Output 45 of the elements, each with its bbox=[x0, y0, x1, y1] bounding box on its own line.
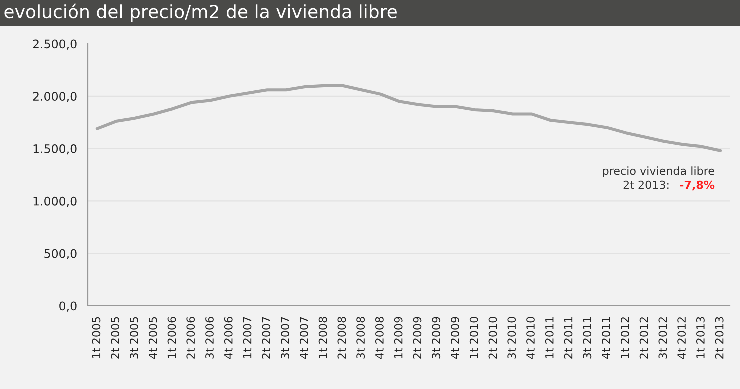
x-tick-label: 3t 2009 bbox=[432, 317, 441, 359]
x-tick-label: 3t 2012 bbox=[658, 318, 668, 359]
x-tick-label: 1t 2010 bbox=[470, 317, 478, 358]
x-tick-label: 4t 2009 bbox=[451, 317, 460, 360]
x-tick-label: 1t 2011 bbox=[545, 317, 554, 358]
x-tick-label: 2t 2012 bbox=[640, 318, 648, 359]
x-tick-label: 4t 2008 bbox=[375, 317, 384, 360]
y-tick-label: 2.000,0 bbox=[33, 92, 77, 102]
x-tick-label: 1t 2006 bbox=[168, 317, 176, 358]
x-tick-label: 2t 2011 bbox=[564, 317, 573, 359]
x-tick-label: 4t 2011 bbox=[602, 317, 610, 360]
x-tick-label: 2t 2008 bbox=[338, 317, 346, 359]
x-tick-label: 1t 2005 bbox=[92, 317, 101, 358]
annotation: precio vivienda libre bbox=[603, 166, 714, 178]
x-tick-label: 3t 2007 bbox=[281, 317, 290, 359]
x-tick-label: 3t 2008 bbox=[356, 317, 366, 359]
x-tick-label: 4t 2005 bbox=[148, 317, 158, 360]
line-series bbox=[96, 84, 722, 152]
x-tick-label: 2t 2007 bbox=[262, 317, 271, 359]
y-tick-label: 2.500,0 bbox=[33, 40, 77, 50]
x-tick-label: 1t 2007 bbox=[243, 317, 252, 358]
x-tick-label: 4t 2012 bbox=[678, 318, 686, 360]
annotation: -7,8% bbox=[680, 180, 715, 191]
x-tick-label: 2t 2006 bbox=[186, 317, 196, 359]
y-tick-label: 1.000,0 bbox=[34, 196, 77, 208]
x-tick-label: 4t 2007 bbox=[300, 317, 308, 360]
x-tick-label: 1t 2013 bbox=[696, 317, 705, 358]
x-tick-label: 2t 2005 bbox=[111, 317, 120, 359]
y-tick-label: 1.500,0 bbox=[34, 144, 77, 155]
y-tick-label: 500,0 bbox=[44, 249, 77, 260]
x-tick-label: 2t 2009 bbox=[413, 317, 422, 359]
chart-title: evolución del precio/m2 de la vivienda libre bbox=[4, 4, 397, 22]
y-tick-label: 0,0 bbox=[60, 302, 77, 312]
x-tick-label: 4t 2010 bbox=[526, 317, 535, 360]
x-tick-label: 1t 2008 bbox=[318, 317, 328, 358]
x-tick-label: 3t 2005 bbox=[130, 317, 138, 359]
x-tick-label: 2t 2010 bbox=[488, 317, 498, 359]
x-tick-label: 1t 2009 bbox=[394, 317, 403, 358]
x-tick-label: 1t 2012 bbox=[620, 318, 630, 358]
x-tick-label: 2t 2013 bbox=[715, 317, 724, 359]
annotation: 2t 2013: bbox=[624, 180, 669, 190]
x-tick-label: 4t 2006 bbox=[224, 317, 233, 360]
x-tick-label: 3t 2011 bbox=[583, 317, 592, 359]
x-tick-label: 3t 2010 bbox=[508, 317, 516, 359]
x-tick-label: 3t 2006 bbox=[206, 317, 214, 359]
